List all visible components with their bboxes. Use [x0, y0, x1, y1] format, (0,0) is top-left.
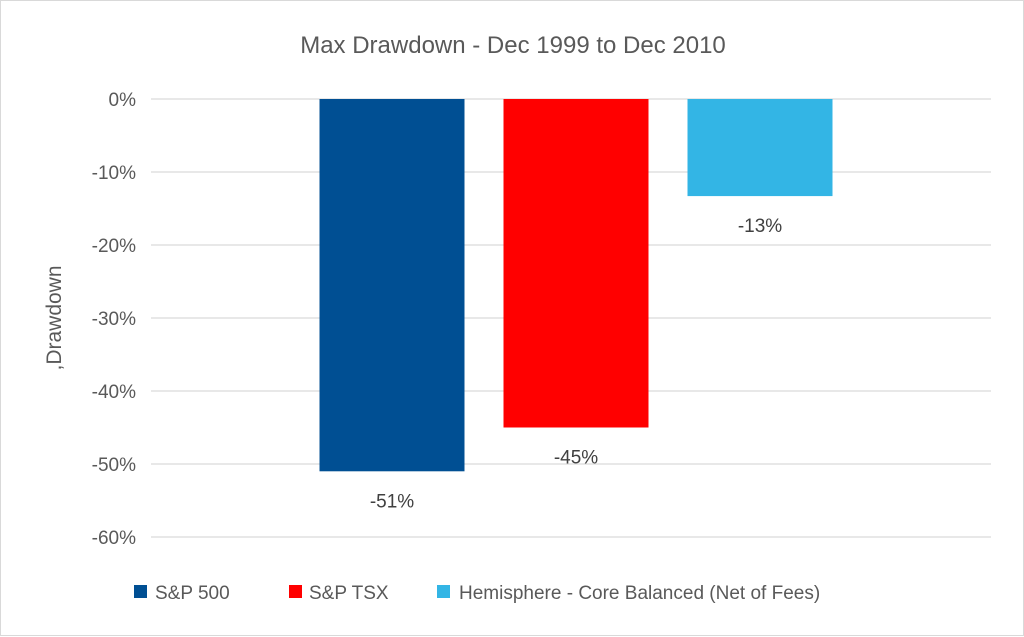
data-labels: -51% -45% -13%: [370, 216, 782, 512]
y-tick-label: -40%: [92, 382, 136, 403]
y-axis-ticks: 0% -10% -20% -30% -40% -50% -60%: [92, 90, 136, 549]
legend-label: Hemisphere - Core Balanced (Net of Fees): [459, 583, 820, 604]
y-tick-label: -50%: [92, 455, 136, 476]
legend-swatch: [437, 585, 450, 598]
y-tick-label: -10%: [92, 163, 136, 184]
data-label: -45%: [554, 448, 598, 469]
bar-1: [319, 99, 465, 472]
data-label: -51%: [370, 491, 414, 512]
bar-3: [687, 99, 833, 197]
legend: S&P 500 S&P TSX Hemisphere - Core Balanced…: [134, 583, 820, 604]
y-axis-label: ,Drawdown: [43, 265, 66, 370]
y-tick-label: -30%: [92, 309, 136, 330]
data-label: -13%: [738, 216, 782, 237]
legend-label: S&P TSX: [309, 583, 389, 604]
chart-title: Max Drawdown - Dec 1999 to Dec 2010: [300, 32, 726, 59]
y-tick-label: -20%: [92, 236, 136, 257]
legend-label: S&P 500: [155, 583, 230, 604]
legend-swatch: [289, 585, 302, 598]
y-tick-label: 0%: [109, 90, 137, 111]
bar-2: [503, 99, 649, 428]
bars: [319, 99, 833, 472]
y-tick-label: -60%: [92, 528, 136, 549]
legend-swatch: [134, 585, 147, 598]
